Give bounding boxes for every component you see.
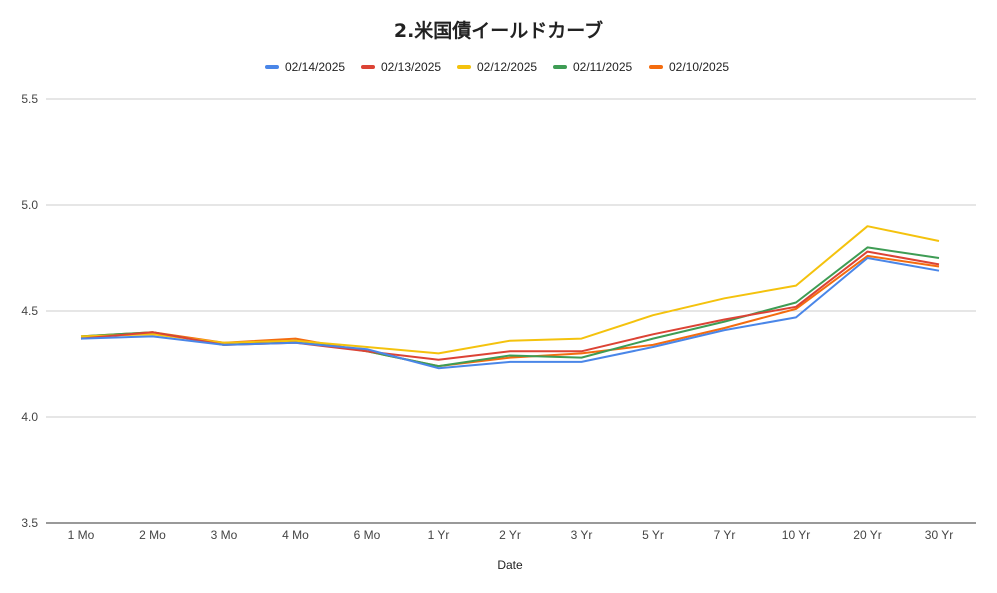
y-axis-ticks: 3.5 4.0 4.5 5.0 5.5: [21, 92, 38, 530]
x-tick-label: 2 Mo: [139, 528, 166, 542]
legend-swatch: [361, 65, 375, 69]
x-axis-ticks: 1 Mo 2 Mo 3 Mo 4 Mo 6 Mo 1 Yr 2 Yr 3 Yr 5 Yr 7 Yr…: [68, 528, 954, 542]
legend-item[interactable]: 02/13/2025: [361, 59, 441, 75]
legend-swatch: [649, 65, 663, 69]
y-tick-label: 4.5: [21, 304, 38, 318]
gridlines: [46, 98, 976, 524]
x-tick-label: 3 Mo: [211, 528, 238, 542]
x-axis-title: Date: [497, 558, 523, 572]
legend-item[interactable]: 02/11/2025: [553, 59, 632, 75]
chart-title: 2.米国債イールドカーブ: [393, 20, 604, 42]
legend-label: 02/14/2025: [285, 60, 346, 74]
x-tick-label: 6 Mo: [354, 528, 381, 542]
legend-swatch: [265, 65, 279, 69]
legend-swatch: [457, 65, 471, 69]
series-lines: [80, 225, 940, 370]
x-tick-label: 30 Yr: [925, 528, 953, 542]
series-line-02-14-2025: [80, 257, 940, 370]
x-tick-label: 3 Yr: [571, 528, 593, 542]
legend-label: 02/11/2025: [573, 60, 633, 74]
x-tick-label: 10 Yr: [782, 528, 810, 542]
x-tick-label: 1 Mo: [68, 528, 95, 542]
y-tick-label: 5.5: [21, 92, 38, 106]
x-tick-label: 2 Yr: [499, 528, 521, 542]
legend: 02/14/2025 02/13/2025 02/12/2025 02/11/2025…: [0, 59, 997, 75]
legend-label: 02/13/2025: [381, 60, 442, 74]
legend-label: 02/12/2025: [477, 60, 538, 74]
x-tick-label: 1 Yr: [428, 528, 450, 542]
series-line-02-12-2025: [80, 225, 940, 355]
legend-label: 02/10/2025: [669, 60, 730, 74]
x-tick-label: 4 Mo: [282, 528, 309, 542]
x-tick-label: 5 Yr: [642, 528, 664, 542]
y-tick-label: 3.5: [21, 516, 38, 530]
legend-item[interactable]: 02/10/2025: [649, 59, 729, 75]
x-tick-label: 20 Yr: [853, 528, 881, 542]
x-tick-label: 7 Yr: [714, 528, 736, 542]
legend-item[interactable]: 02/14/2025: [265, 59, 345, 75]
legend-swatch: [553, 65, 567, 69]
y-tick-label: 4.0: [21, 410, 38, 424]
legend-item[interactable]: 02/12/2025: [457, 59, 537, 75]
y-tick-label: 5.0: [21, 198, 38, 212]
